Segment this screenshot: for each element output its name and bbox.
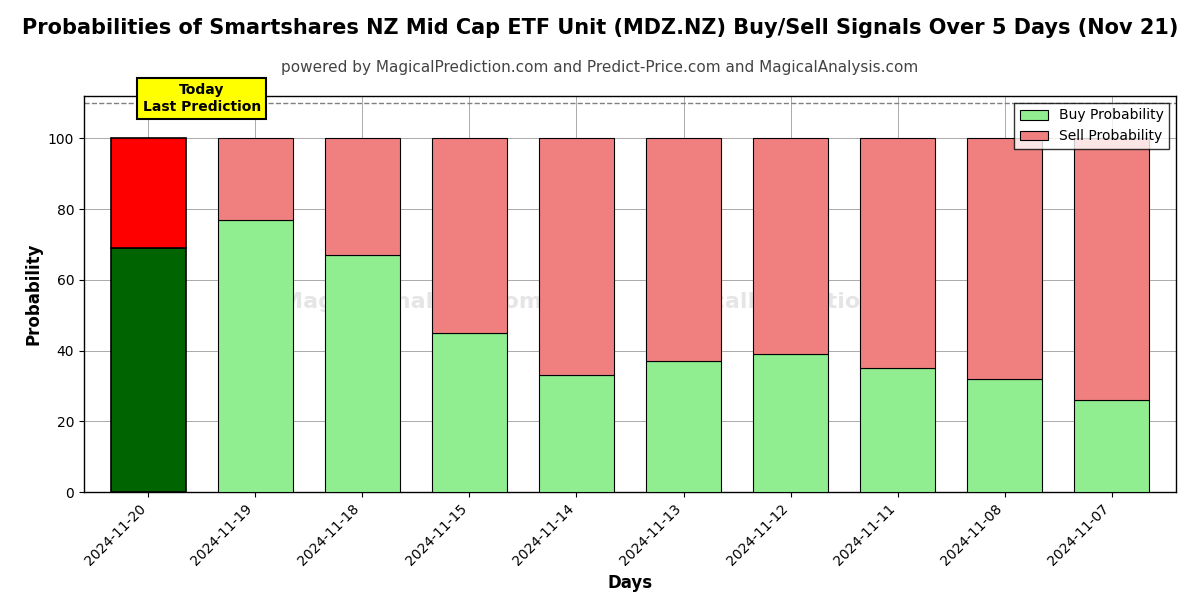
Bar — [646, 139, 721, 361]
Text: Probabilities of Smartshares NZ Mid Cap ETF Unit (MDZ.NZ) Buy/Sell Signals Over : Probabilities of Smartshares NZ Mid Cap … — [22, 18, 1178, 38]
Bar — [325, 139, 400, 255]
Bar — [325, 255, 400, 492]
Bar — [860, 139, 935, 368]
Text: powered by MagicalPrediction.com and Predict-Price.com and MagicalAnalysis.com: powered by MagicalPrediction.com and Pre… — [281, 60, 919, 75]
Bar — [967, 379, 1042, 492]
Bar — [539, 139, 614, 376]
Legend: Buy Probability, Sell Probability: Buy Probability, Sell Probability — [1014, 103, 1169, 149]
Text: MagicalPrediction.com: MagicalPrediction.com — [652, 292, 936, 312]
Text: Today
Last Prediction: Today Last Prediction — [143, 83, 260, 113]
Bar — [1074, 400, 1150, 492]
Bar — [110, 248, 186, 492]
Bar — [432, 139, 506, 333]
Bar — [110, 139, 186, 248]
X-axis label: Days: Days — [607, 574, 653, 592]
Text: MagicalAnalysis.com: MagicalAnalysis.com — [281, 292, 542, 312]
Y-axis label: Probability: Probability — [24, 243, 42, 345]
Bar — [860, 368, 935, 492]
Bar — [539, 376, 614, 492]
Bar — [967, 139, 1042, 379]
Bar — [218, 139, 293, 220]
Bar — [754, 139, 828, 354]
Bar — [646, 361, 721, 492]
Bar — [754, 354, 828, 492]
Bar — [1074, 139, 1150, 400]
Bar — [218, 220, 293, 492]
Bar — [432, 333, 506, 492]
